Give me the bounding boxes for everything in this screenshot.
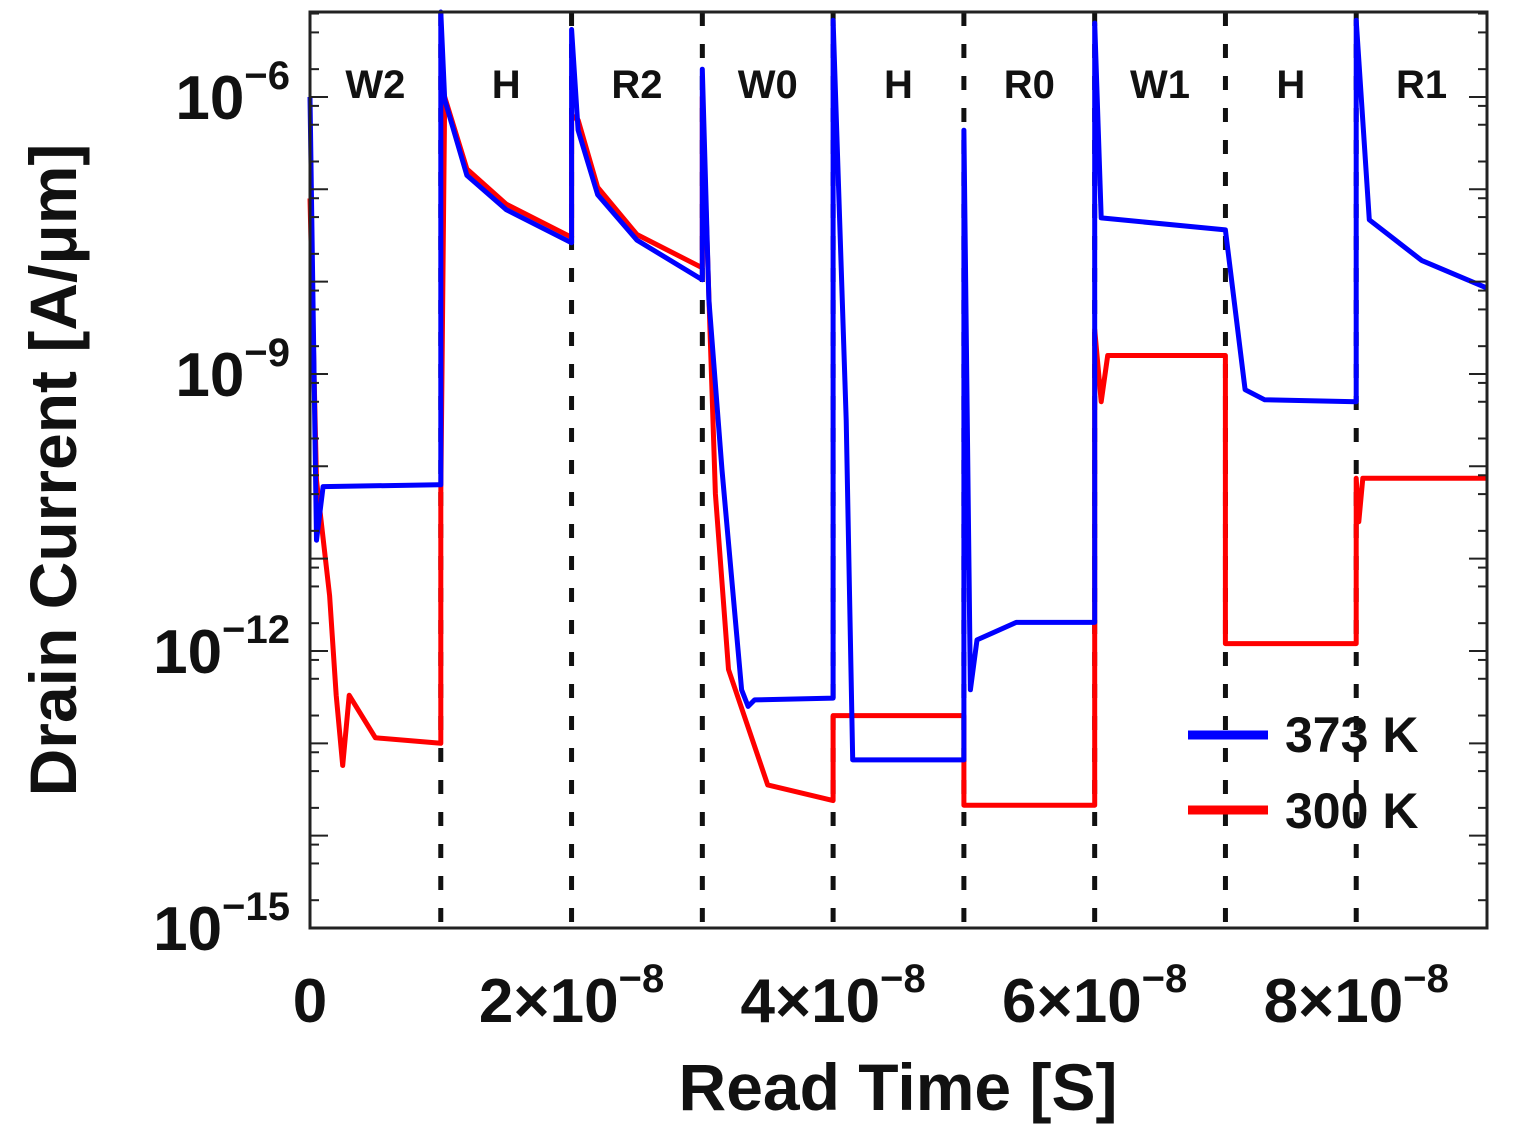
phase-label: R0 [1004,63,1055,107]
phase-label: H [492,63,521,107]
phase-boundaries [438,12,1359,928]
y-tick-label: 10−15 [153,885,290,964]
x-tick-label: 8×10−8 [1264,957,1449,1036]
phase-label: H [884,63,913,107]
series-lines [307,9,1488,808]
y-tick-label: 10−6 [175,54,290,133]
phase-label: H [1276,63,1305,107]
phase-label: W1 [1130,63,1190,107]
phase-label: W2 [345,63,405,107]
y-axis-label: Drain Current [A/μm] [16,144,90,797]
phase-label: R2 [611,63,662,107]
x-tick-label: 0 [293,967,327,1036]
phase-label: R1 [1396,63,1447,107]
series-line-300k [307,94,1487,808]
plot-frame [308,10,1489,930]
x-axis-label: Read Time [S] [679,1050,1118,1124]
x-tick-label: 6×10−8 [1002,957,1187,1036]
y-tick-label: 10−9 [175,331,290,410]
legend-label-373k: 373 K [1285,707,1418,763]
x-tick-label: 4×10−8 [740,957,925,1036]
phase-labels: W2 H R2 W0 H R0 W1 H R1 [345,63,1447,107]
x-tick-label: 2×10−8 [479,957,664,1036]
legend: 373 K 300 K [1188,707,1418,839]
legend-label-300k: 300 K [1285,783,1418,839]
series-line-373k [307,9,1488,763]
phase-label: W0 [738,63,798,107]
y-tick-label: 10−12 [153,608,290,687]
axis-ticks: 10−6 10−9 10−12 10−150 2×10−8 4×10−8 6×10−8 8×1… [153,12,1487,1036]
